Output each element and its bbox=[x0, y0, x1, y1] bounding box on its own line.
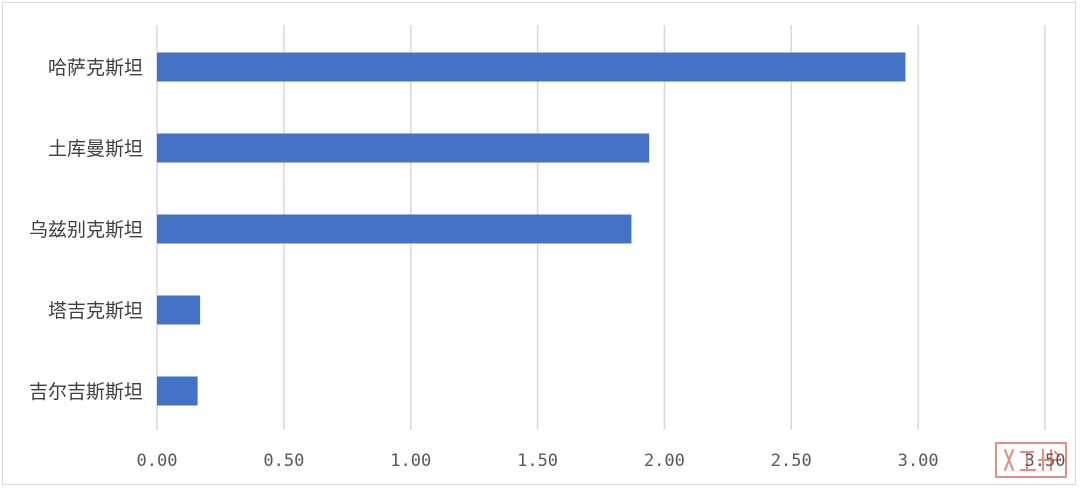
bar bbox=[157, 214, 632, 244]
category-label: 吉尔吉斯斯坦 bbox=[29, 381, 143, 403]
x-tick-label: 2.50 bbox=[771, 451, 812, 471]
x-tick-label: 0.00 bbox=[137, 451, 178, 471]
category-label: 塔吉克斯坦 bbox=[48, 300, 143, 322]
x-tick-label: 1.00 bbox=[390, 451, 431, 471]
watermark-seal-icon bbox=[995, 442, 1067, 478]
category-label: 哈萨克斯坦 bbox=[48, 57, 143, 79]
category-label: 土库曼斯坦 bbox=[48, 138, 143, 160]
bar bbox=[157, 133, 650, 163]
value-axis: 0.00 0.50 1.00 1.50 2.00 2.50 3.00 3.50 bbox=[137, 451, 1066, 471]
bar bbox=[157, 52, 906, 82]
bar bbox=[157, 295, 201, 325]
category-label: 乌兹别克斯坦 bbox=[29, 219, 143, 241]
x-tick-label: 0.50 bbox=[263, 451, 304, 471]
bar-series bbox=[157, 52, 906, 406]
x-tick-label: 3.00 bbox=[898, 451, 939, 471]
bar bbox=[157, 376, 198, 406]
x-tick-label: 2.00 bbox=[644, 451, 685, 471]
gridlines bbox=[156, 25, 1046, 430]
x-tick-label: 1.50 bbox=[517, 451, 558, 471]
